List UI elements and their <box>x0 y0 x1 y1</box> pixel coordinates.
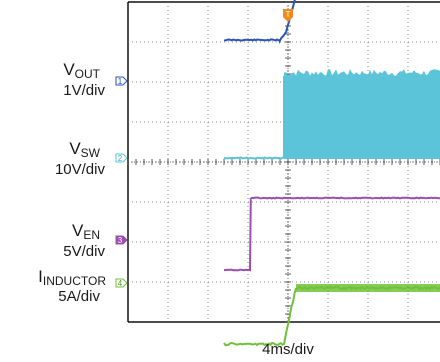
trigger-marker: T <box>283 9 293 22</box>
channel-marker-icon <box>115 278 128 288</box>
trigger-marker-icon <box>283 9 293 22</box>
channel-1-label: VOUT 1V/div <box>63 60 105 99</box>
vsw-switching-band <box>284 69 440 159</box>
label-sub: EN <box>83 228 100 242</box>
channel-marker-number: 4 <box>118 279 123 288</box>
channel-marker-icon <box>115 153 128 163</box>
scope-grid <box>127 1 440 323</box>
label-main: V <box>69 139 81 158</box>
channel-2-scale: 10V/div <box>55 161 106 178</box>
channel-2-marker: 2 <box>115 153 128 163</box>
label-sub: INDUCTOR <box>43 274 106 288</box>
channel-3-label: VEN 5V/div <box>63 221 105 260</box>
channel-1-marker: 1 <box>115 76 128 86</box>
x-axis-label: 4ms/div <box>262 341 314 358</box>
label-main: I <box>38 267 43 286</box>
channel-4-label: IINDUCTOR 5A/div <box>38 267 106 305</box>
channel-3-scale: 5V/div <box>63 243 105 260</box>
scope-traces <box>223 0 440 347</box>
svg-text:VOUT: VOUT <box>63 60 100 81</box>
iinductor-trace <box>223 285 440 347</box>
label-main: V <box>72 221 84 240</box>
channel-marker-number: 1 <box>118 77 123 86</box>
svg-text:VEN: VEN <box>72 221 100 242</box>
trigger-marker-label: T <box>286 10 291 19</box>
channel-marker-number: 2 <box>118 154 123 163</box>
svg-text:VSW: VSW <box>69 139 100 160</box>
ven-trace <box>223 196 440 272</box>
channel-marker-icon <box>115 76 128 86</box>
channel-2-label: VSW 10V/div <box>55 139 106 178</box>
channel-4-scale: 5A/div <box>58 288 100 305</box>
channel-marker-number: 3 <box>118 236 123 245</box>
vsw-trace-off <box>223 156 285 160</box>
channel-3-marker: 3 <box>115 235 128 245</box>
label-sub: SW <box>81 146 101 160</box>
label-sub: OUT <box>75 67 101 81</box>
channel-marker-icon <box>115 235 128 245</box>
iinductor-ripple-band <box>296 284 440 292</box>
channel-4-marker: 4 <box>115 278 128 288</box>
channel-1-scale: 1V/div <box>63 82 105 99</box>
svg-text:IINDUCTOR: IINDUCTOR <box>38 267 106 288</box>
vout-trace <box>223 0 296 45</box>
label-main: V <box>63 60 75 79</box>
